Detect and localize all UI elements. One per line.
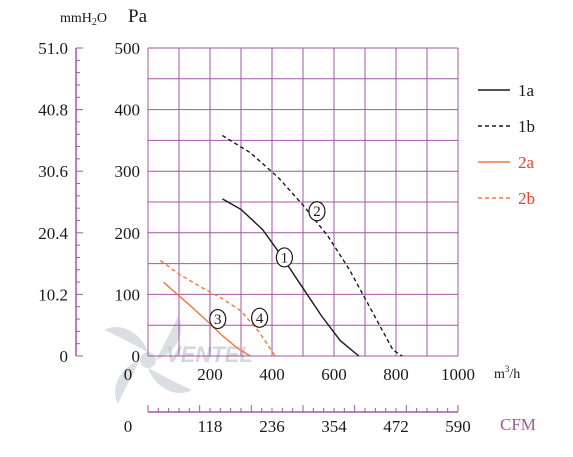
axes bbox=[75, 47, 459, 413]
flow-tick-label: 1000 bbox=[441, 365, 475, 384]
legend-label-1b: 1b bbox=[518, 117, 535, 136]
pa-tick-label: 100 bbox=[115, 285, 141, 304]
curve-marker-circle bbox=[308, 201, 326, 222]
curve-2b bbox=[159, 259, 276, 357]
legend-label-2a: 2a bbox=[518, 153, 535, 172]
pa-tick-label: 500 bbox=[115, 39, 141, 58]
mmh2o-tick-label: 10.2 bbox=[38, 285, 68, 304]
cfm-unit-label: CFM bbox=[500, 415, 536, 434]
mmh2o-unit-label: mmH2O bbox=[60, 11, 107, 28]
legend: 1a 1b 2a 2b bbox=[478, 81, 535, 208]
cfm-tick-label: 354 bbox=[321, 417, 347, 436]
cfm-tick-label: 236 bbox=[259, 417, 285, 436]
cfm-tick-label: 472 bbox=[383, 417, 409, 436]
curve-marker-circle bbox=[251, 307, 269, 328]
mmh2o-tick-label: 40.8 bbox=[38, 101, 68, 120]
curve-1b bbox=[222, 134, 403, 357]
pa-tick-label: 200 bbox=[115, 224, 141, 243]
legend-label-2b: 2b bbox=[518, 189, 535, 208]
cfm-tick-label: 0 bbox=[124, 417, 133, 436]
curve-1a bbox=[222, 198, 360, 357]
curve-marker-label: 4 bbox=[256, 311, 264, 327]
legend-label-1a: 1a bbox=[518, 81, 535, 100]
mmh2o-tick-label: 20.4 bbox=[38, 224, 68, 243]
watermark-fan-icon bbox=[104, 316, 192, 404]
curve-marker-circle bbox=[275, 247, 293, 268]
curve-marker-label: 3 bbox=[214, 312, 222, 328]
mmh2o-tick-label: 51.0 bbox=[38, 39, 68, 58]
flow-tick-label: 800 bbox=[383, 365, 409, 384]
cfm-tick-label: 590 bbox=[445, 417, 471, 436]
flow-tick-label: 0 bbox=[124, 365, 133, 384]
pa-tick-label: 400 bbox=[115, 101, 141, 120]
pa-tick-label: 300 bbox=[115, 162, 141, 181]
flow-tick-label: 200 bbox=[197, 365, 223, 384]
curve-2a bbox=[163, 281, 251, 357]
curve-marker-label: 2 bbox=[313, 204, 321, 220]
mmh2o-tick-label: 0 bbox=[60, 347, 69, 366]
cfm-tick-label: 118 bbox=[198, 417, 223, 436]
curve-marker-label: 1 bbox=[281, 250, 289, 266]
pa-unit-label: Pa bbox=[128, 6, 148, 27]
pa-tick-label: 0 bbox=[132, 347, 141, 366]
flow-tick-label: 600 bbox=[321, 365, 347, 384]
flow-tick-label: 400 bbox=[259, 365, 285, 384]
flow-unit-label: m3/h bbox=[494, 364, 520, 382]
grid bbox=[147, 47, 459, 357]
watermark-text: VENTEL bbox=[166, 342, 253, 367]
mmh2o-tick-label: 30.6 bbox=[38, 162, 68, 181]
curve-markers: 1 2 3 4 bbox=[209, 201, 326, 330]
curves bbox=[159, 134, 403, 357]
curve-marker-circle bbox=[209, 308, 227, 330]
